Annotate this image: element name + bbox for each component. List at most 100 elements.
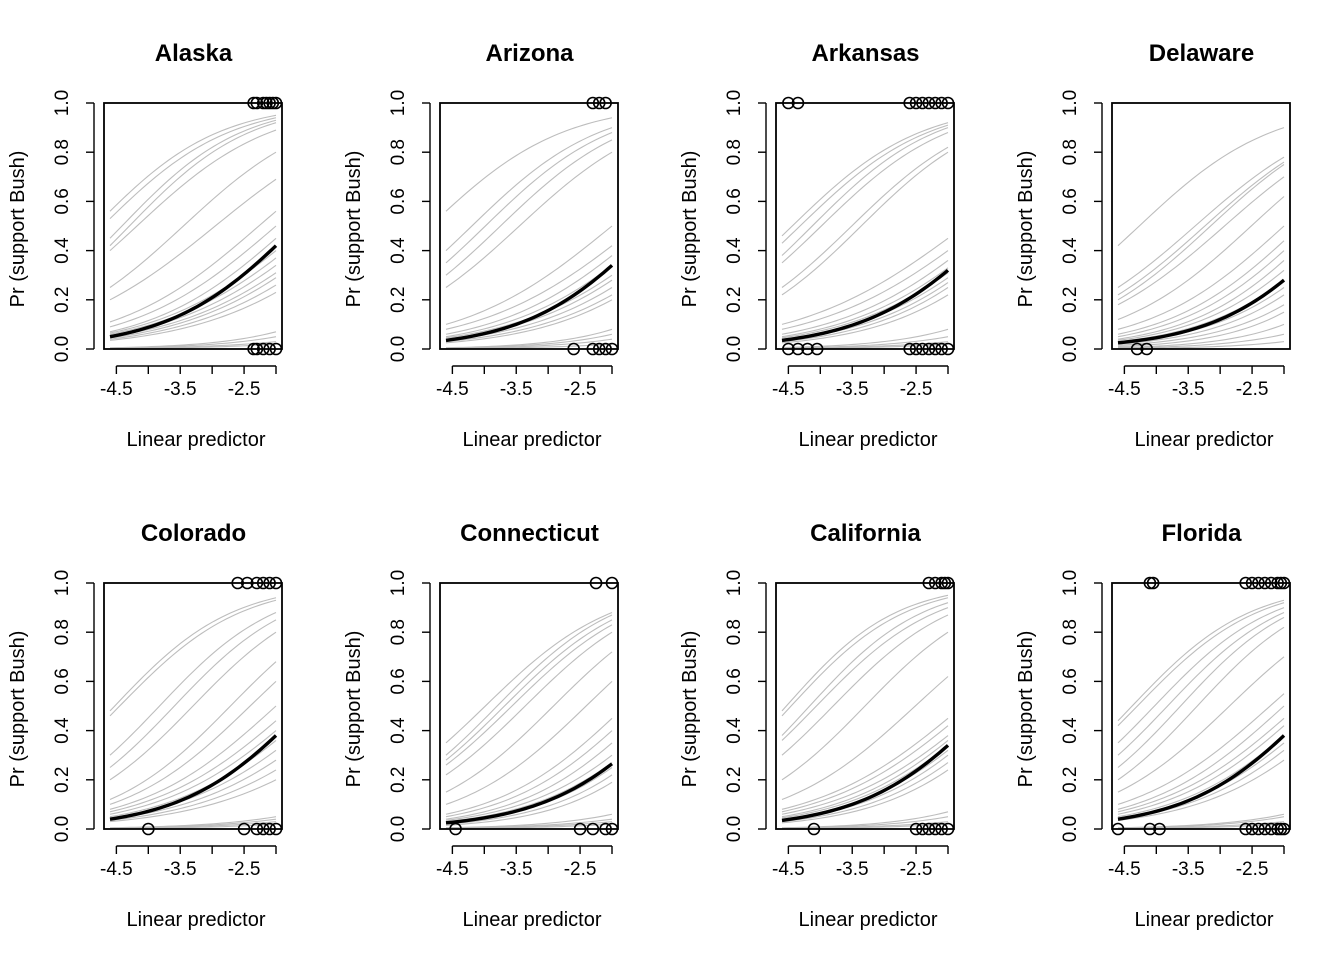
simulation-curve xyxy=(445,245,613,330)
simulation-curve xyxy=(1117,717,1285,813)
simulation-curve xyxy=(445,631,613,776)
x-tick-label: -4.5 xyxy=(436,859,469,880)
simulation-curve xyxy=(1117,725,1285,815)
simulation-curve xyxy=(109,151,277,288)
observed-points xyxy=(247,96,283,356)
x-tick-label: -2.5 xyxy=(564,379,597,400)
y-tick-label: 0.0 xyxy=(724,816,745,842)
y-tick-label: 0.0 xyxy=(388,336,409,362)
y-tick-label: 0.8 xyxy=(388,619,409,645)
y-tick-label: 0.2 xyxy=(388,287,409,313)
simulation-curve xyxy=(445,781,613,826)
simulation-curves xyxy=(109,114,277,350)
simulation-curve xyxy=(1117,240,1285,335)
panel-title: Connecticut xyxy=(460,520,599,547)
y-tick-label: 0.4 xyxy=(52,717,73,744)
simulation-curve xyxy=(1117,161,1285,296)
simulation-curve xyxy=(109,117,277,220)
simulation-curve xyxy=(109,769,277,821)
fitted-curve xyxy=(781,268,950,343)
x-tick-label: -4.5 xyxy=(772,859,805,880)
x-tick-label: -3.5 xyxy=(500,379,533,400)
x-tick-label: -2.5 xyxy=(1236,379,1269,400)
plot-frame xyxy=(103,582,283,830)
y-tick-label: 0.8 xyxy=(724,139,745,165)
x-axis-label: Linear predictor xyxy=(1135,429,1274,451)
simulation-curve xyxy=(109,237,277,333)
simulation-curve xyxy=(1117,656,1285,793)
y-tick-label: 0.2 xyxy=(724,767,745,793)
simulation-curves xyxy=(445,117,613,350)
y-tick-label: 0.6 xyxy=(52,668,73,694)
simulation-curve xyxy=(445,624,613,766)
simulation-curve xyxy=(1117,127,1285,247)
simulation-curve xyxy=(1117,759,1285,821)
y-tick-label: 0.2 xyxy=(724,287,745,313)
panel-california: California -4.5 -3.5 -2.5 Linear predictor 0.… xyxy=(679,520,955,931)
simulation-curve xyxy=(781,267,949,338)
y-axis: 0.0 0.2 0.4 0.6 0.8 1.0 xyxy=(52,90,95,362)
x-axis-label: Linear predictor xyxy=(463,429,602,451)
x-tick-label: -3.5 xyxy=(1172,379,1205,400)
simulation-curve xyxy=(445,742,613,820)
panel-title: Arizona xyxy=(485,40,574,67)
simulation-curve xyxy=(445,730,613,818)
y-tick-label: 1.0 xyxy=(388,570,409,596)
simulation-curve xyxy=(1117,311,1285,348)
simulation-curve xyxy=(1117,250,1285,338)
observed-points xyxy=(449,576,619,836)
y-axis-label: Pr (support Bush) xyxy=(1015,151,1037,308)
simulation-curve xyxy=(109,225,277,328)
y-tick-label: 0.6 xyxy=(1060,188,1081,214)
simulation-curve xyxy=(781,259,949,335)
x-axis: -4.5 -3.5 -2.5 xyxy=(772,845,949,880)
simulation-curve xyxy=(781,769,949,824)
y-tick-label: 0.8 xyxy=(388,139,409,165)
simulation-curve xyxy=(445,762,613,823)
simulation-curve xyxy=(1117,599,1285,722)
y-tick-label: 0.2 xyxy=(52,767,73,793)
simulation-curves xyxy=(781,122,949,350)
simulation-curve xyxy=(109,599,277,717)
simulation-curve xyxy=(781,287,949,343)
simulation-curve xyxy=(109,661,277,800)
simulation-curve xyxy=(109,178,277,301)
panel-title: Delaware xyxy=(1149,40,1254,67)
y-tick-label: 0.6 xyxy=(52,188,73,214)
y-axis-label: Pr (support Bush) xyxy=(1015,631,1037,788)
simulation-curve xyxy=(109,705,277,810)
x-axis: -4.5 -3.5 -2.5 xyxy=(100,365,277,400)
fitted-curve xyxy=(445,264,614,343)
simulation-curve xyxy=(1117,156,1285,288)
y-tick-label: 0.8 xyxy=(1060,139,1081,165)
x-axis: -4.5 -3.5 -2.5 xyxy=(436,845,613,880)
fitted-curve xyxy=(109,244,278,339)
y-tick-label: 1.0 xyxy=(52,90,73,116)
simulation-curve xyxy=(445,612,613,744)
y-tick-label: 0.6 xyxy=(724,188,745,214)
simulation-curve xyxy=(445,127,613,252)
x-tick-label: -4.5 xyxy=(1108,379,1141,400)
y-tick-label: 0.2 xyxy=(52,287,73,313)
simulation-curve xyxy=(781,250,949,330)
simulation-curve xyxy=(781,122,949,237)
y-axis: 0.0 0.2 0.4 0.6 0.8 1.0 xyxy=(388,570,431,842)
simulation-curve xyxy=(109,284,277,340)
x-axis: -4.5 -3.5 -2.5 xyxy=(1108,365,1285,400)
simulation-curve xyxy=(109,631,277,781)
y-tick-label: 1.0 xyxy=(388,90,409,116)
simulation-curve xyxy=(109,720,277,813)
x-axis-label: Linear predictor xyxy=(799,429,938,451)
y-axis: 0.0 0.2 0.4 0.6 0.8 1.0 xyxy=(724,570,767,842)
simulation-curve xyxy=(1117,164,1285,301)
simulation-curve xyxy=(109,779,277,823)
simulation-curve xyxy=(109,277,277,339)
simulation-curve xyxy=(109,749,277,819)
x-tick-label: -4.5 xyxy=(1108,859,1141,880)
simulation-curve xyxy=(445,680,613,805)
simulation-curve xyxy=(445,614,613,756)
simulation-curve xyxy=(1117,607,1285,744)
